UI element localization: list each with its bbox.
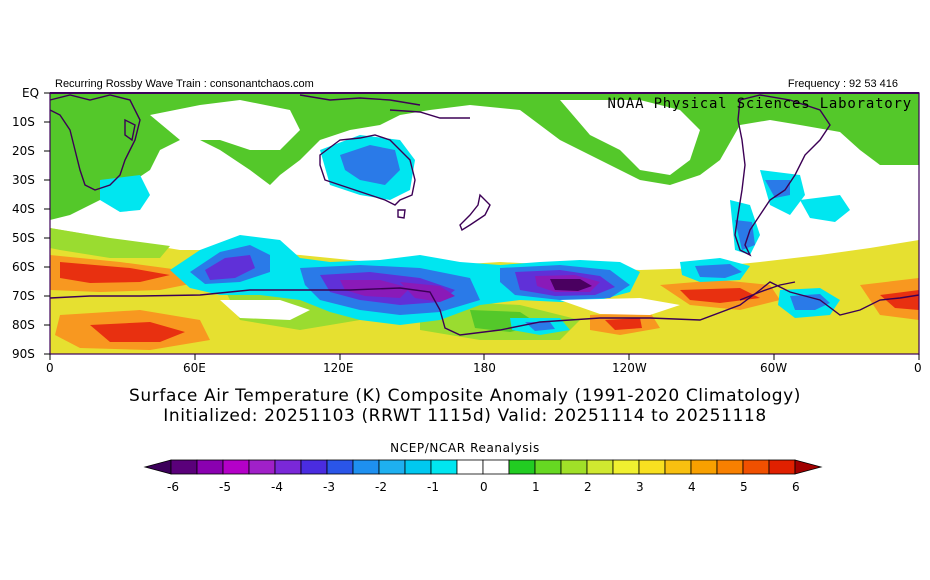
colorbar-tick: -4	[271, 480, 283, 494]
lat-label: 50S	[12, 231, 35, 245]
lon-label: 120E	[323, 361, 354, 375]
header-right-text: Frequency : 92 53 416	[787, 78, 898, 90]
lat-label: EQ	[22, 86, 40, 100]
lat-label: 30S	[12, 173, 35, 187]
colorbar-arrow-left	[143, 459, 172, 475]
lat-label: 10S	[12, 115, 35, 129]
colorbar-tick: -2	[375, 480, 387, 494]
lat-label: 80S	[12, 318, 35, 332]
lon-label: 120W	[612, 361, 647, 375]
lat-label: 90S	[12, 347, 35, 361]
colorbar-tick: 4	[688, 480, 696, 494]
colorbar-tick: -3	[323, 480, 335, 494]
colorbar-arrow-right	[794, 459, 823, 475]
colorbar-tick: 0	[480, 480, 488, 494]
colorbar-tick: -1	[427, 480, 439, 494]
map-title: Surface Air Temperature (K) Composite An…	[129, 386, 801, 406]
lab-credit: NOAA Physical Sciences Laboratory	[607, 96, 912, 112]
map-subtitle: Initialized: 20251103 (RRWT 1115d) Valid…	[163, 406, 767, 426]
colorbar-tick: -5	[219, 480, 231, 494]
header-left-text: Recurring Rossby Wave Train : consonantc…	[55, 78, 314, 90]
lon-label: 180	[473, 361, 496, 375]
lat-label: 60S	[12, 260, 35, 274]
lon-label: 0	[914, 361, 922, 375]
colorbar-label: NCEP/NCAR Reanalysis	[390, 441, 540, 455]
lat-label: 20S	[12, 144, 35, 158]
lat-label: 40S	[12, 202, 35, 216]
lat-label: 70S	[12, 289, 35, 303]
colorbar-tick: 1	[532, 480, 540, 494]
colorbar-tick: 3	[636, 480, 644, 494]
lon-label: 0	[46, 361, 54, 375]
colorbar-tick: 5	[740, 480, 748, 494]
colorbar	[143, 459, 823, 475]
colorbar-tick: 6	[792, 480, 800, 494]
colorbar-tick: -6	[167, 480, 179, 494]
lon-label: 60E	[183, 361, 206, 375]
colorbar-tick: 2	[584, 480, 592, 494]
coastlines	[49, 94, 920, 336]
map-panel	[50, 93, 919, 354]
lon-label: 60W	[760, 361, 788, 375]
